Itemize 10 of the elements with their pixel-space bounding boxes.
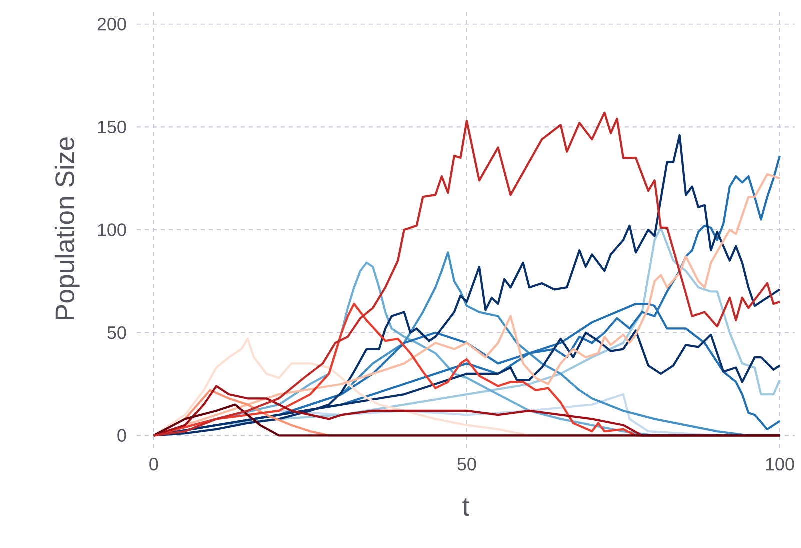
x-axis-title: t [462, 498, 470, 516]
x-tick-label: 50 [458, 458, 476, 471]
y-tick-label: 100 [98, 224, 126, 236]
x-tick-label: 0 [150, 458, 158, 471]
y-axis-title: Population Size [54, 138, 80, 320]
y-tick-label: 50 [108, 326, 126, 340]
y-tick-label: 200 [98, 18, 126, 31]
x-tick-label: 100 [766, 458, 794, 471]
y-tick-label: 0 [118, 429, 126, 442]
y-tick-label: 150 [98, 120, 126, 134]
